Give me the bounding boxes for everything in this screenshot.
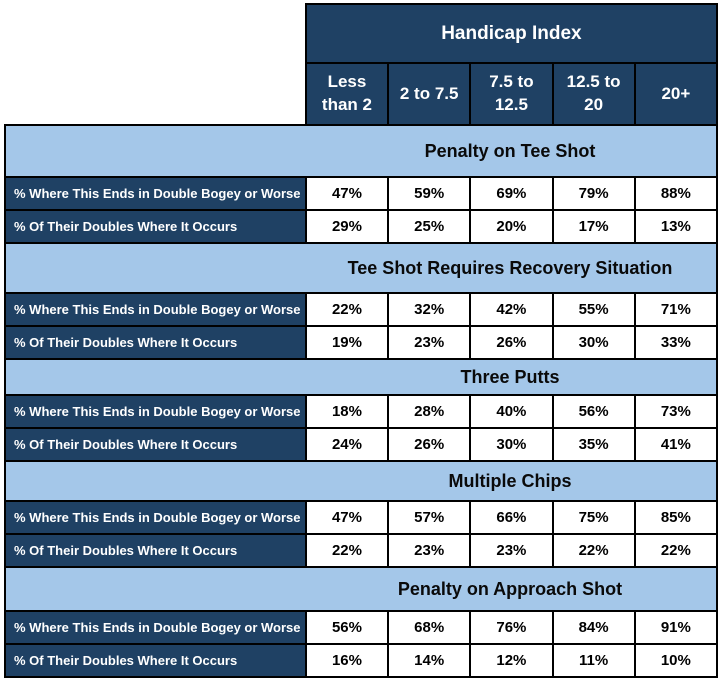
value-cell: 11% (551, 643, 636, 678)
column-header-2-to-7-5: 2 to 7.5 (387, 62, 472, 126)
row-label: % Of Their Doubles Where It Occurs (4, 209, 307, 244)
value-cell: 26% (387, 427, 472, 462)
row-label: % Of Their Doubles Where It Occurs (4, 427, 307, 462)
value-cell: 28% (387, 394, 472, 429)
value-cell: 19% (304, 325, 390, 360)
table-row: % Of Their Doubles Where It Occurs 16% 1… (4, 643, 719, 678)
value-cell: 25% (387, 209, 472, 244)
row-label: % Where This Ends in Double Bogey or Wor… (4, 610, 307, 645)
section-header-row: Three Putts (4, 358, 718, 396)
value-cell: 59% (387, 176, 472, 211)
table-row: % Of Their Doubles Where It Occurs 22% 2… (4, 533, 719, 568)
value-cell: 35% (551, 427, 636, 462)
column-header-20-plus: 20+ (633, 62, 719, 126)
section-header-row: Penalty on Approach Shot (4, 566, 718, 612)
value-cell: 85% (633, 500, 719, 535)
value-cell: 10% (633, 643, 719, 678)
value-cell: 88% (633, 176, 719, 211)
value-cell: 33% (633, 325, 719, 360)
value-cell: 68% (387, 610, 472, 645)
value-cell: 76% (469, 610, 554, 645)
value-cell: 13% (633, 209, 719, 244)
empty-corner (5, 4, 306, 63)
table-row: % Where This Ends in Double Bogey or Wor… (4, 292, 719, 327)
value-cell: 22% (304, 533, 390, 568)
column-header-row: Less than 2 2 to 7.5 7.5 to 12.5 12.5 to… (5, 62, 719, 126)
section-header-row: Tee Shot Requires Recovery Situation (4, 242, 718, 294)
value-cell: 73% (633, 394, 719, 429)
table-title-row: Handicap Index (5, 3, 719, 64)
value-cell: 30% (551, 325, 636, 360)
value-cell: 57% (387, 500, 472, 535)
section-title: Three Putts (460, 366, 560, 387)
row-label: % Of Their Doubles Where It Occurs (4, 533, 307, 568)
value-cell: 84% (551, 610, 636, 645)
value-cell: 23% (387, 325, 472, 360)
table-row: % Of Their Doubles Where It Occurs 29% 2… (4, 209, 719, 244)
value-cell: 32% (387, 292, 472, 327)
table-row: % Of Their Doubles Where It Occurs 19% 2… (4, 325, 719, 360)
value-cell: 22% (304, 292, 390, 327)
section-title: Penalty on Tee Shot (424, 140, 596, 161)
value-cell: 17% (551, 209, 636, 244)
value-cell: 47% (304, 500, 390, 535)
value-cell: 71% (633, 292, 719, 327)
table-row: % Where This Ends in Double Bogey or Wor… (4, 610, 719, 645)
column-header-12-5-to-20: 12.5 to 20 (551, 62, 636, 126)
row-label: % Where This Ends in Double Bogey or Wor… (4, 500, 307, 535)
table-row: % Where This Ends in Double Bogey or Wor… (4, 176, 719, 211)
column-header-7-5-to-12-5: 7.5 to 12.5 (469, 62, 554, 126)
section-header-row: Multiple Chips (4, 460, 718, 502)
value-cell: 66% (469, 500, 554, 535)
section-title: Tee Shot Requires Recovery Situation (347, 257, 673, 278)
value-cell: 12% (469, 643, 554, 678)
value-cell: 40% (469, 394, 554, 429)
value-cell: 14% (387, 643, 472, 678)
value-cell: 56% (304, 610, 390, 645)
value-cell: 42% (469, 292, 554, 327)
empty-corner (5, 63, 306, 125)
handicap-stats-table: Handicap Index Less than 2 2 to 7.5 7.5 … (4, 3, 719, 678)
value-cell: 24% (304, 427, 390, 462)
value-cell: 56% (551, 394, 636, 429)
value-cell: 22% (551, 533, 636, 568)
row-label: % Of Their Doubles Where It Occurs (4, 643, 307, 678)
section-title: Penalty on Approach Shot (397, 578, 623, 599)
value-cell: 69% (469, 176, 554, 211)
value-cell: 29% (304, 209, 390, 244)
row-label: % Where This Ends in Double Bogey or Wor… (4, 394, 307, 429)
value-cell: 30% (469, 427, 554, 462)
table-row: % Where This Ends in Double Bogey or Wor… (4, 500, 719, 535)
table-title: Handicap Index (304, 3, 719, 64)
value-cell: 18% (304, 394, 390, 429)
value-cell: 22% (633, 533, 719, 568)
row-label: % Of Their Doubles Where It Occurs (4, 325, 307, 360)
value-cell: 20% (469, 209, 554, 244)
value-cell: 23% (469, 533, 554, 568)
value-cell: 79% (551, 176, 636, 211)
value-cell: 55% (551, 292, 636, 327)
row-label: % Where This Ends in Double Bogey or Wor… (4, 176, 307, 211)
table-row: % Of Their Doubles Where It Occurs 24% 2… (4, 427, 719, 462)
value-cell: 75% (551, 500, 636, 535)
table-row: % Where This Ends in Double Bogey or Wor… (4, 394, 719, 429)
row-label: % Where This Ends in Double Bogey or Wor… (4, 292, 307, 327)
section-header-row: Penalty on Tee Shot (4, 124, 718, 178)
value-cell: 23% (387, 533, 472, 568)
value-cell: 16% (304, 643, 390, 678)
value-cell: 26% (469, 325, 554, 360)
value-cell: 91% (633, 610, 719, 645)
column-header-less-than-2: Less than 2 (304, 62, 390, 126)
section-title: Multiple Chips (448, 470, 572, 491)
value-cell: 47% (304, 176, 390, 211)
value-cell: 41% (633, 427, 719, 462)
